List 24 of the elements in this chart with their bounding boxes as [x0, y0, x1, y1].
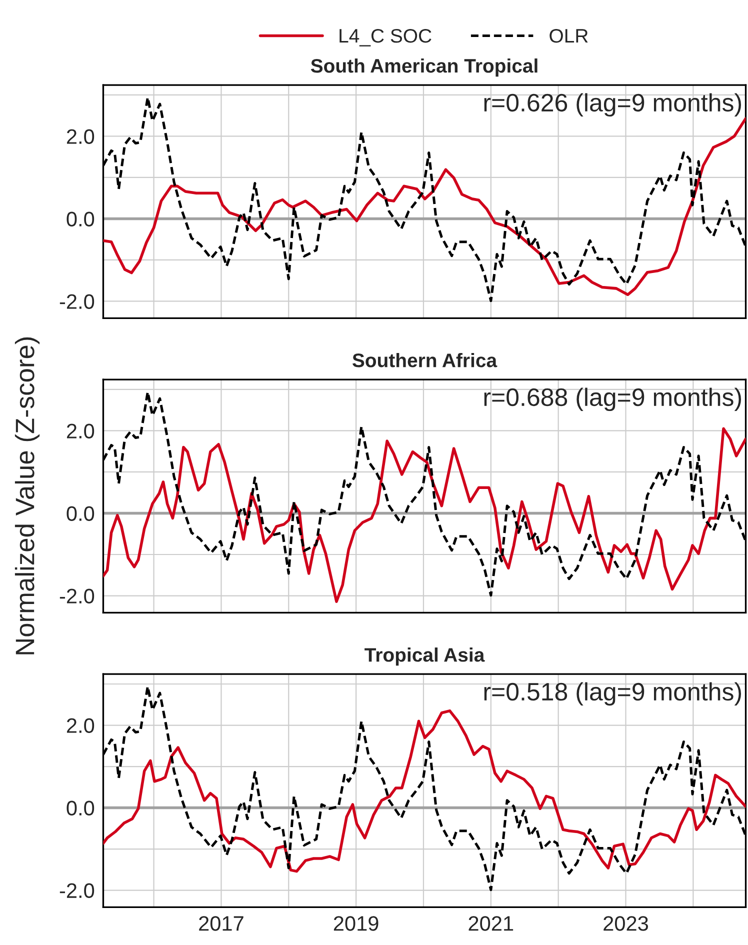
- x-tick-label: 2021: [468, 916, 514, 931]
- x-tick-label: 2019: [334, 916, 378, 931]
- annotation: r=0.626 (lag=9 months): [484, 93, 742, 117]
- y-tick-label: -2.0: [60, 588, 94, 604]
- y-tick-label: -2.0: [60, 294, 94, 309]
- y-tick-label: 0.0: [66, 506, 94, 521]
- y-tick-label: 0.0: [66, 212, 94, 226]
- y-tick-label: 0.0: [66, 800, 94, 816]
- y-tick-label: 2.0: [66, 718, 94, 734]
- y-tick-label: 2.0: [66, 424, 94, 438]
- chart-title: South American Tropical: [310, 58, 538, 77]
- line-series: [103, 427, 746, 603]
- y-tick-label: 2.0: [66, 129, 94, 144]
- line-series: [103, 709, 746, 873]
- annotation: r=0.518 (lag=9 months): [484, 682, 742, 706]
- y-axis-title: Normalized Value (Z-score): [14, 337, 40, 654]
- y-tick-label: -2.0: [60, 883, 94, 898]
- x-tick-label: 2023: [604, 916, 648, 931]
- chart-title: Southern Africa: [352, 352, 498, 368]
- chart-title: Tropical Asia: [364, 648, 485, 666]
- annotation: r=0.688 (lag=9 months): [484, 388, 742, 412]
- legend-label: L4_C SOC: [340, 28, 432, 46]
- legend-label: OLR: [550, 28, 588, 43]
- x-tick-label: 2017: [199, 916, 244, 931]
